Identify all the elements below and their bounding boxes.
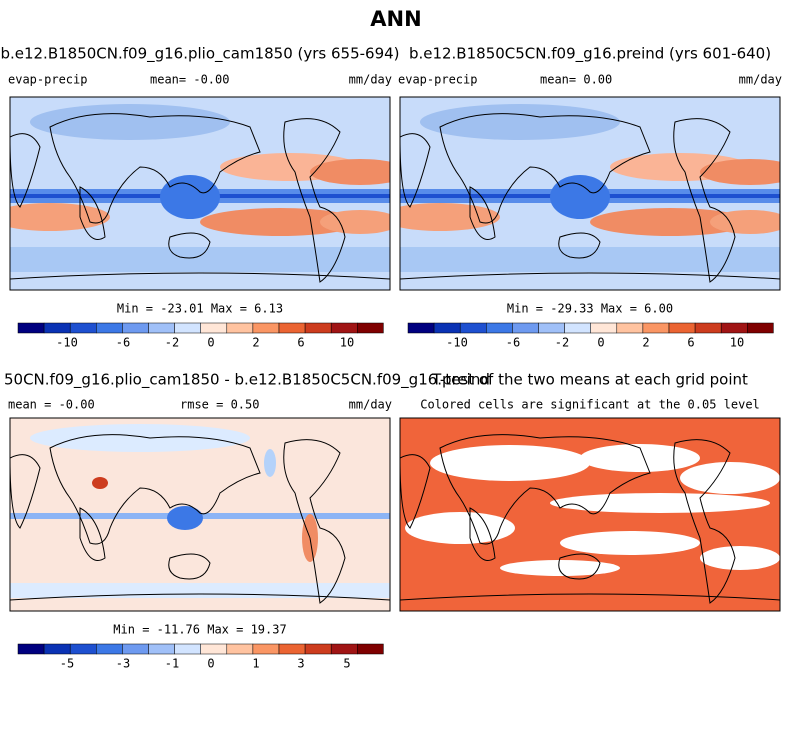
colorbar-box (148, 643, 175, 655)
colorbar-label: 6 (297, 336, 304, 350)
min-max: Min = -29.33 Max = 6.00 (507, 302, 673, 316)
colorbar-box (43, 643, 71, 655)
colorbar-label: -5 (60, 657, 74, 671)
colorbar-box (330, 643, 358, 655)
colorbar-box (69, 322, 97, 334)
colorbar-box (252, 643, 280, 655)
map (400, 418, 780, 611)
colorbar-label: 0 (207, 657, 214, 671)
colorbar-label: -2 (555, 336, 569, 350)
panel-title: T-test of the two means at each grid poi… (431, 371, 748, 389)
center-label: mean= 0.00 (540, 73, 612, 87)
colorbar-label: 2 (252, 336, 259, 350)
min-max: Min = -11.76 Max = 19.37 (113, 623, 286, 637)
colorbar-label: 1 (252, 657, 259, 671)
panel-title: 50CN.f09_g16.plio_cam1850 - b.e12.B1850C… (4, 371, 490, 390)
colorbar-box (642, 322, 670, 334)
map-frame (9, 417, 391, 612)
colorbar-box (17, 322, 45, 334)
colorbar-box (668, 322, 696, 334)
units-label: mm/day (349, 398, 392, 412)
colorbar-box (486, 322, 513, 334)
colorbar-label: 2 (642, 336, 649, 350)
colorbar-label: 3 (297, 657, 304, 671)
colorbar-box (17, 643, 45, 655)
center-label: mean= -0.00 (150, 73, 229, 87)
colorbar-label: -1 (165, 657, 179, 671)
colorbar-box (148, 322, 175, 334)
colorbar-box (590, 322, 618, 334)
colorbar-box (96, 322, 123, 334)
colorbar-label: -3 (116, 657, 130, 671)
min-max: Min = -23.01 Max = 6.13 (117, 302, 283, 316)
colorbar-box (278, 322, 306, 334)
map-frame (399, 417, 781, 612)
colorbar-box (459, 322, 487, 334)
map (380, 97, 792, 290)
left-label: evap-precip (398, 73, 477, 87)
colorbar-box (407, 322, 435, 334)
colorbar-box (512, 322, 539, 334)
map-frame (399, 96, 781, 291)
colorbar-label: -10 (446, 336, 468, 350)
colorbar-box (226, 643, 254, 655)
colorbar-box (174, 643, 201, 655)
colorbar-box (330, 322, 358, 334)
map (0, 97, 410, 290)
colorbar-label: 10 (340, 336, 354, 350)
figure-title: ANN (370, 7, 421, 31)
colorbar-box (694, 322, 722, 334)
colorbar-box (200, 322, 228, 334)
center-label: rmse = 0.50 (180, 398, 259, 412)
colorbar-box (747, 322, 774, 334)
colorbar-box (538, 322, 565, 334)
colorbar-box (304, 643, 332, 655)
colorbar-box (96, 643, 123, 655)
colorbar-label: 10 (730, 336, 744, 350)
colorbar-box (564, 322, 591, 334)
map-frame (9, 96, 391, 291)
colorbar-label: -10 (56, 336, 78, 350)
colorbar-box (433, 322, 461, 334)
left-label: evap-precip (8, 73, 87, 87)
colorbar-label: 6 (687, 336, 694, 350)
colorbar-label: -2 (165, 336, 179, 350)
colorbar-box (357, 643, 384, 655)
colorbar-box (69, 643, 97, 655)
colorbar-box (122, 643, 149, 655)
colorbar-label: -6 (506, 336, 520, 350)
colorbar-box (174, 322, 201, 334)
panel-title: b.e12.B1850C5CN.f09_g16.preind (yrs 601-… (409, 45, 771, 64)
colorbar-box (43, 322, 71, 334)
panel-title: b.e12.B1850CN.f09_g16.plio_cam1850 (yrs … (0, 45, 399, 64)
colorbar-box (200, 643, 228, 655)
left-label: mean = -0.00 (8, 398, 95, 412)
colorbar-box (252, 322, 280, 334)
panel-subtitle: Colored cells are significant at the 0.0… (420, 398, 760, 412)
colorbar-box (720, 322, 748, 334)
colorbar-box (616, 322, 644, 334)
colorbar-label: -6 (116, 336, 130, 350)
colorbar-box (226, 322, 254, 334)
colorbar-box (122, 322, 149, 334)
units-label: mm/day (739, 73, 782, 87)
units-label: mm/day (349, 73, 392, 87)
colorbar-box (357, 322, 384, 334)
colorbar-label: 5 (343, 657, 350, 671)
colorbar-box (304, 322, 332, 334)
map (10, 418, 390, 611)
colorbar-label: 0 (597, 336, 604, 350)
colorbar-label: 0 (207, 336, 214, 350)
colorbar-box (278, 643, 306, 655)
